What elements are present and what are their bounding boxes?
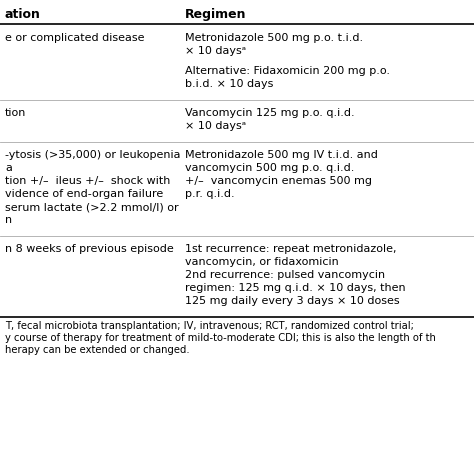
Text: b.i.d. × 10 days: b.i.d. × 10 days [185,79,273,89]
Text: vancomycin 500 mg p.o. q.i.d.: vancomycin 500 mg p.o. q.i.d. [185,163,355,173]
Text: +/–  vancomycin enemas 500 mg: +/– vancomycin enemas 500 mg [185,176,372,186]
Text: n: n [5,215,12,225]
Text: ation: ation [5,8,41,21]
Text: T, fecal microbiota transplantation; IV, intravenous; RCT, randomized control tr: T, fecal microbiota transplantation; IV,… [5,321,414,331]
Text: n 8 weeks of previous episode: n 8 weeks of previous episode [5,244,174,254]
Text: herapy can be extended or changed.: herapy can be extended or changed. [5,345,190,355]
Text: × 10 daysᵃ: × 10 daysᵃ [185,46,246,56]
Text: Alternative: Fidaxomicin 200 mg p.o.: Alternative: Fidaxomicin 200 mg p.o. [185,66,390,76]
Text: p.r. q.i.d.: p.r. q.i.d. [185,189,235,199]
Text: -ytosis (>35,000) or leukopenia: -ytosis (>35,000) or leukopenia [5,150,181,160]
Text: e or complicated disease: e or complicated disease [5,33,145,43]
Text: a: a [5,163,12,173]
Text: vidence of end-organ failure: vidence of end-organ failure [5,189,163,199]
Text: regimen: 125 mg q.i.d. × 10 days, then: regimen: 125 mg q.i.d. × 10 days, then [185,283,406,293]
Text: tion: tion [5,108,27,118]
Text: tion +/–  ileus +/–  shock with: tion +/– ileus +/– shock with [5,176,170,186]
Text: × 10 daysᵃ: × 10 daysᵃ [185,121,246,131]
Text: Metronidazole 500 mg p.o. t.i.d.: Metronidazole 500 mg p.o. t.i.d. [185,33,363,43]
Text: y course of therapy for treatment of mild-to-moderate CDI; this is also the leng: y course of therapy for treatment of mil… [5,333,436,343]
Text: 2nd recurrence: pulsed vancomycin: 2nd recurrence: pulsed vancomycin [185,270,385,280]
Text: Metronidazole 500 mg IV t.i.d. and: Metronidazole 500 mg IV t.i.d. and [185,150,378,160]
Text: Regimen: Regimen [185,8,246,21]
Text: 125 mg daily every 3 days × 10 doses: 125 mg daily every 3 days × 10 doses [185,296,400,306]
Text: 1st recurrence: repeat metronidazole,: 1st recurrence: repeat metronidazole, [185,244,396,254]
Text: vancomycin, or fidaxomicin: vancomycin, or fidaxomicin [185,257,339,267]
Text: serum lactate (>2.2 mmol/l) or: serum lactate (>2.2 mmol/l) or [5,202,179,212]
Text: Vancomycin 125 mg p.o. q.i.d.: Vancomycin 125 mg p.o. q.i.d. [185,108,355,118]
